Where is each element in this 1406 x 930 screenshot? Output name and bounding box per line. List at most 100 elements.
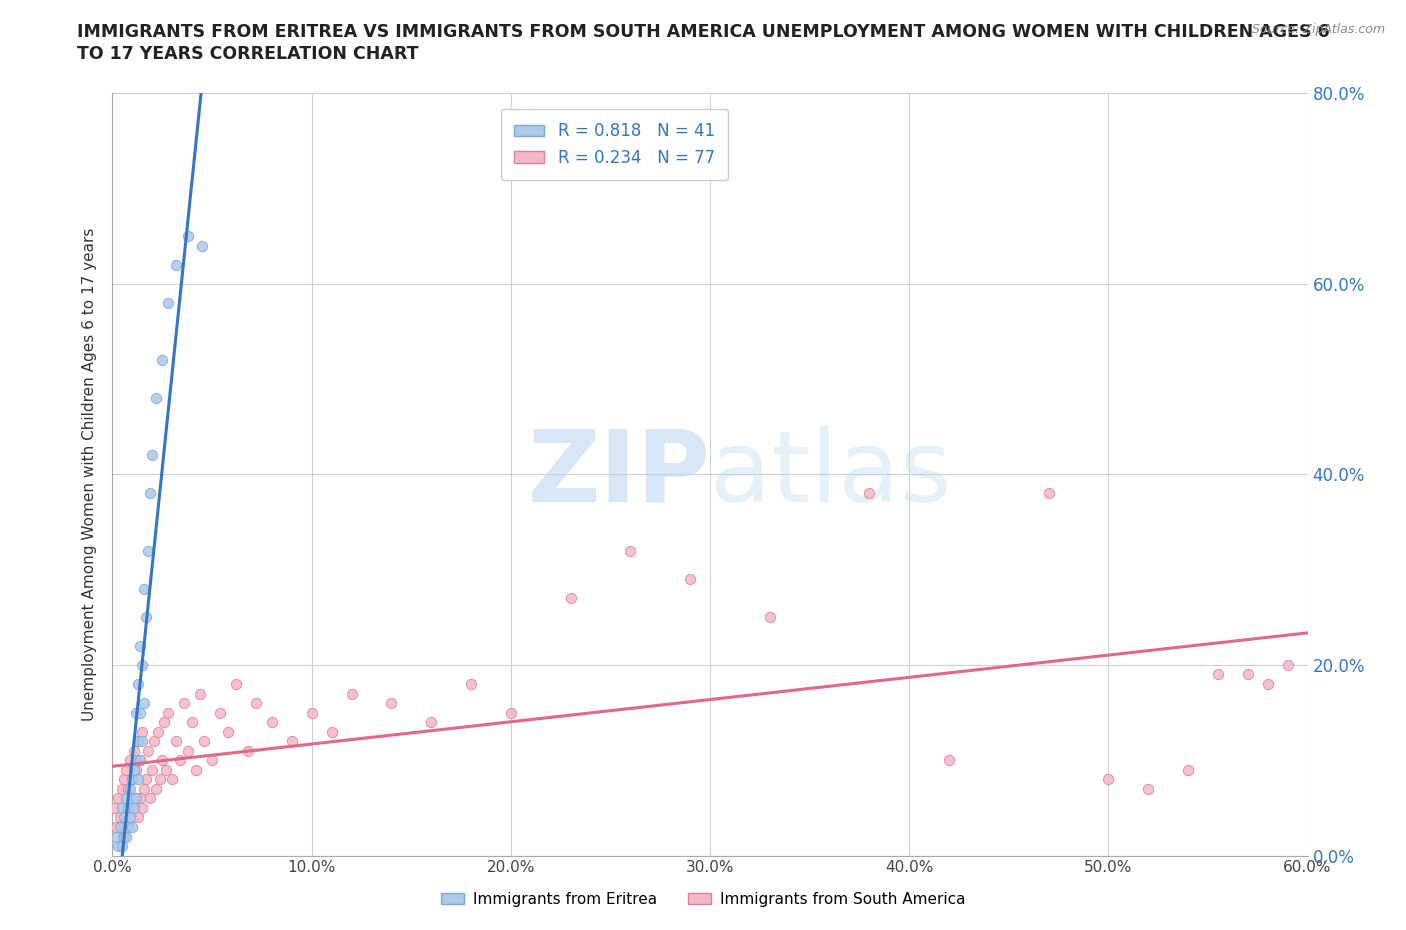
Point bbox=[111, 839, 134, 854]
Point bbox=[120, 781, 142, 796]
Point bbox=[1206, 667, 1229, 682]
Point bbox=[141, 763, 163, 777]
Point bbox=[679, 572, 702, 587]
Point bbox=[260, 714, 283, 729]
Point bbox=[125, 763, 148, 777]
Point bbox=[143, 734, 166, 749]
Point bbox=[281, 734, 304, 749]
Point bbox=[131, 724, 153, 739]
Point bbox=[150, 753, 173, 768]
Point bbox=[141, 448, 163, 463]
Point bbox=[321, 724, 343, 739]
Point bbox=[115, 763, 138, 777]
Point bbox=[127, 772, 149, 787]
Point bbox=[125, 705, 148, 720]
Point bbox=[460, 677, 482, 692]
Point bbox=[111, 781, 134, 796]
Point bbox=[157, 705, 180, 720]
Point bbox=[225, 677, 247, 692]
Point bbox=[115, 830, 138, 844]
Point bbox=[129, 639, 152, 654]
Point bbox=[209, 705, 232, 720]
Y-axis label: Unemployment Among Women with Children Ages 6 to 17 years: Unemployment Among Women with Children A… bbox=[82, 228, 97, 721]
Legend: Immigrants from Eritrea, Immigrants from South America: Immigrants from Eritrea, Immigrants from… bbox=[434, 886, 972, 913]
Text: TO 17 YEARS CORRELATION CHART: TO 17 YEARS CORRELATION CHART bbox=[77, 45, 419, 62]
Point bbox=[127, 677, 149, 692]
Point bbox=[1177, 763, 1199, 777]
Text: Source: ZipAtlas.com: Source: ZipAtlas.com bbox=[1251, 23, 1385, 36]
Text: IMMIGRANTS FROM ERITREA VS IMMIGRANTS FROM SOUTH AMERICA UNEMPLOYMENT AMONG WOME: IMMIGRANTS FROM ERITREA VS IMMIGRANTS FR… bbox=[77, 23, 1330, 41]
Point bbox=[1137, 781, 1160, 796]
Point bbox=[245, 696, 267, 711]
Point bbox=[111, 801, 134, 816]
Point bbox=[121, 790, 143, 805]
Point bbox=[121, 772, 143, 787]
Point bbox=[134, 696, 156, 711]
Point bbox=[139, 790, 162, 805]
Point bbox=[188, 686, 211, 701]
Point bbox=[1277, 658, 1299, 672]
Point bbox=[165, 258, 187, 272]
Point bbox=[114, 819, 135, 834]
Point bbox=[181, 714, 204, 729]
Point bbox=[105, 830, 128, 844]
Point bbox=[340, 686, 363, 701]
Point bbox=[131, 658, 153, 672]
Point bbox=[129, 705, 152, 720]
Point bbox=[1237, 667, 1260, 682]
Point bbox=[121, 810, 143, 825]
Point bbox=[115, 790, 138, 805]
Text: ZIP: ZIP bbox=[527, 426, 710, 523]
Point bbox=[560, 591, 582, 605]
Point bbox=[759, 610, 782, 625]
Point bbox=[138, 743, 160, 758]
Point bbox=[858, 485, 880, 500]
Point bbox=[120, 753, 142, 768]
Point bbox=[125, 790, 148, 805]
Legend: R = 0.818   N = 41, R = 0.234   N = 77: R = 0.818 N = 41, R = 0.234 N = 77 bbox=[501, 109, 728, 180]
Point bbox=[125, 790, 148, 805]
Point bbox=[124, 801, 146, 816]
Point bbox=[127, 734, 149, 749]
Point bbox=[139, 485, 162, 500]
Point bbox=[127, 810, 149, 825]
Point bbox=[157, 296, 180, 311]
Point bbox=[129, 790, 152, 805]
Point bbox=[121, 819, 143, 834]
Point bbox=[380, 696, 402, 711]
Point bbox=[1038, 485, 1060, 500]
Point bbox=[110, 819, 132, 834]
Point bbox=[177, 743, 200, 758]
Point bbox=[120, 810, 142, 825]
Point bbox=[217, 724, 239, 739]
Point bbox=[115, 810, 138, 825]
Point bbox=[162, 772, 183, 787]
Point bbox=[134, 581, 156, 596]
Point bbox=[938, 753, 960, 768]
Point bbox=[1257, 677, 1279, 692]
Point bbox=[193, 734, 215, 749]
Point bbox=[117, 801, 139, 816]
Point bbox=[301, 705, 323, 720]
Point bbox=[131, 734, 153, 749]
Point bbox=[125, 753, 148, 768]
Point bbox=[138, 543, 160, 558]
Point bbox=[103, 801, 125, 816]
Point bbox=[121, 772, 143, 787]
Point bbox=[110, 810, 132, 825]
Point bbox=[114, 772, 135, 787]
Point bbox=[114, 830, 135, 844]
Point bbox=[191, 238, 214, 253]
Point bbox=[420, 714, 443, 729]
Point bbox=[117, 819, 139, 834]
Point bbox=[107, 839, 129, 854]
Point bbox=[129, 753, 152, 768]
Point bbox=[117, 819, 139, 834]
Point bbox=[149, 772, 172, 787]
Point bbox=[499, 705, 522, 720]
Point bbox=[145, 781, 167, 796]
Point bbox=[120, 801, 142, 816]
Point bbox=[236, 743, 259, 758]
Point bbox=[131, 801, 153, 816]
Point bbox=[107, 790, 129, 805]
